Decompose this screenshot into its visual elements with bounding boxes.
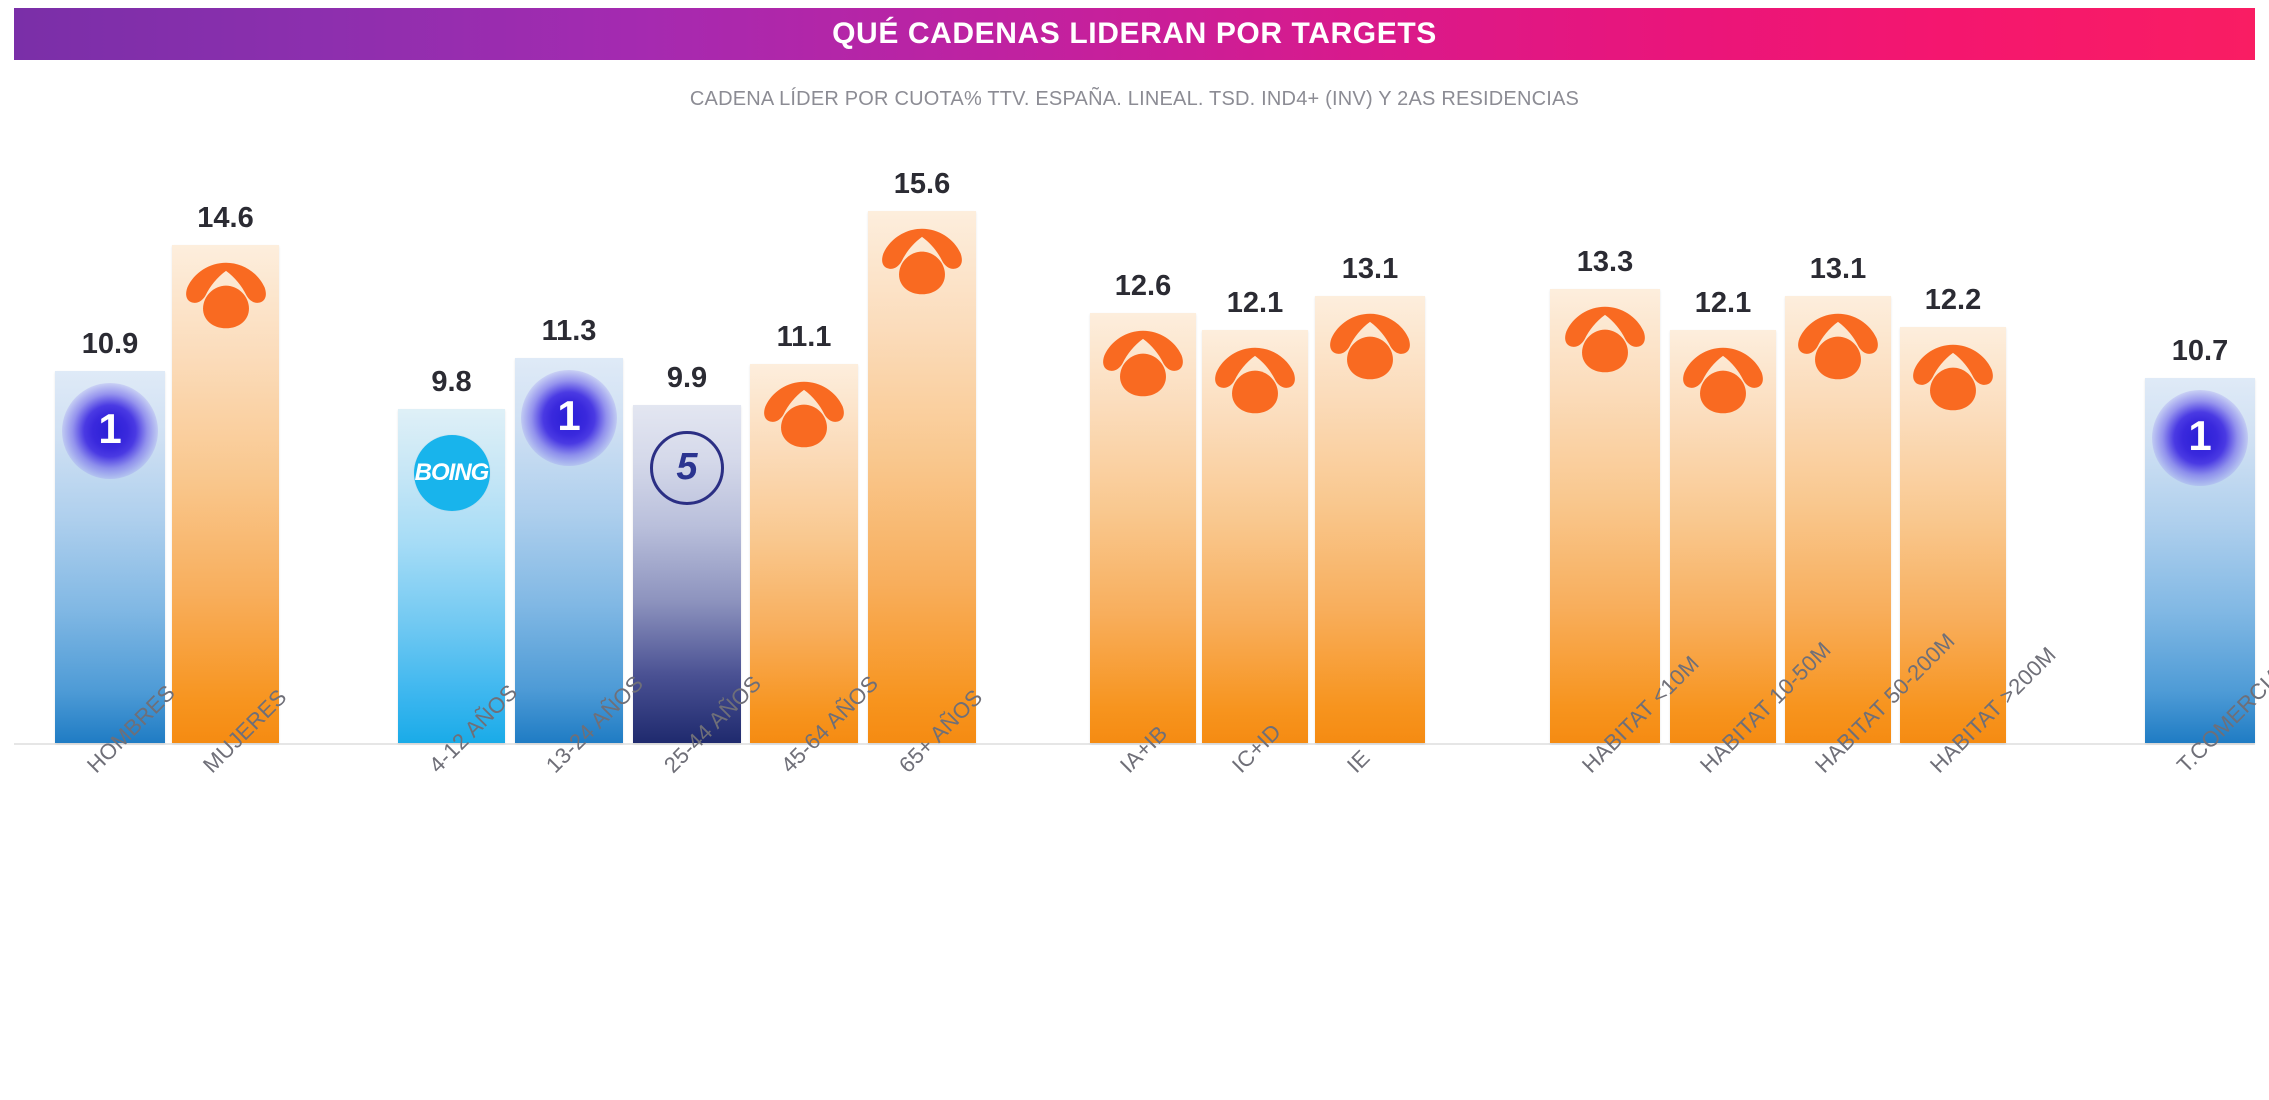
boing-logo: BOING <box>413 435 490 511</box>
bar-value-label: 10.9 <box>81 328 139 360</box>
la1-logo-text: 1 <box>98 405 122 452</box>
bar-value-label: 12.1 <box>1694 287 1752 319</box>
bar-value-label: 12.2 <box>1924 284 1982 316</box>
bar-group[interactable]: 15.6 <box>868 0 976 743</box>
channel-logo-holder <box>1682 346 1764 415</box>
antena3-logo <box>1565 306 1645 373</box>
channel-logo-holder <box>763 380 845 449</box>
bar-value-label: 15.6 <box>893 168 951 200</box>
bar-value-label: 13.1 <box>1809 253 1867 285</box>
bar-value-label: 10.7 <box>2171 335 2229 367</box>
bar-group[interactable]: 9.8 BOING <box>398 0 505 743</box>
bar-value-label: 12.1 <box>1226 287 1284 319</box>
la1-logo-text: 1 <box>557 392 581 439</box>
la1-logo: 1 <box>521 370 617 466</box>
bar-group[interactable]: 10.9 1 <box>55 0 165 743</box>
bar-value-label: 11.3 <box>541 315 597 347</box>
bar-group[interactable]: 12.2 <box>1900 0 2006 743</box>
bar-group[interactable]: 13.1 <box>1315 0 1425 743</box>
antena3-logo <box>764 381 844 448</box>
channel-logo-holder: BOING <box>413 435 490 511</box>
bar-group[interactable]: 11.1 <box>750 0 858 743</box>
la1-logo: 1 <box>2152 390 2248 486</box>
channel-logo-holder: 5 <box>650 431 724 505</box>
bar-value-label: 12.6 <box>1114 270 1172 302</box>
bar-value-label: 13.1 <box>1341 253 1399 285</box>
channel-logo-holder <box>1329 312 1411 381</box>
axis-baseline <box>14 743 2255 745</box>
page-title: QUÉ CADENAS LIDERAN POR TARGETS <box>832 17 1437 50</box>
boing-logo-text: BOING <box>414 459 490 486</box>
title-banner: QUÉ CADENAS LIDERAN POR TARGETS <box>14 8 2255 60</box>
channel-logo-holder: 1 <box>521 370 617 466</box>
bar-group[interactable]: 12.1 <box>1670 0 1776 743</box>
bar-group[interactable]: 10.7 1 <box>2145 0 2255 743</box>
bar-value-label: 11.1 <box>776 321 832 353</box>
channel-logo-holder <box>1797 312 1879 381</box>
bar-group[interactable]: 13.3 <box>1550 0 1660 743</box>
bar-group[interactable]: 12.6 <box>1090 0 1196 743</box>
chart-subtitle: CADENA LÍDER POR CUOTA% TTV. ESPAÑA. LIN… <box>689 88 1580 110</box>
category-label: IE <box>1342 744 1375 778</box>
bar-value-label: 14.6 <box>197 202 254 234</box>
channel-logo-holder <box>1102 329 1184 398</box>
telecinco-logo: 5 <box>650 431 724 505</box>
telecinco-logo-text: 5 <box>676 446 698 488</box>
bar-group[interactable]: 14.6 <box>172 0 279 743</box>
channel-logo-holder <box>1912 343 1994 412</box>
channel-logo-holder <box>1214 346 1296 415</box>
channel-logo-holder <box>881 227 963 296</box>
bar-group[interactable]: 9.9 5 <box>633 0 741 743</box>
bar[interactable] <box>868 211 976 743</box>
antena3-logo <box>1215 347 1295 414</box>
antena3-logo <box>1798 313 1878 380</box>
la1-logo-text: 1 <box>2188 412 2212 459</box>
bar-group[interactable]: 13.1 <box>1785 0 1891 743</box>
antena3-logo <box>1330 313 1410 380</box>
bar-group[interactable]: 11.3 1 <box>515 0 623 743</box>
antena3-logo <box>1103 330 1183 397</box>
channel-logo-holder <box>1564 305 1646 374</box>
antena3-logo <box>185 262 266 329</box>
bar-value-label: 13.3 <box>1576 246 1634 278</box>
antena3-logo <box>1683 347 1763 414</box>
bar-value-label: 9.8 <box>431 366 472 398</box>
channel-logo-holder <box>185 261 267 330</box>
channel-logo-holder: 1 <box>62 383 158 479</box>
bar-value-label: 9.9 <box>666 362 708 394</box>
antena3-logo <box>1913 344 1993 411</box>
antena3-logo <box>882 228 962 295</box>
la1-logo: 1 <box>62 383 158 479</box>
channel-logo-holder: 1 <box>2152 390 2248 486</box>
bar-group[interactable]: 12.1 <box>1202 0 1308 743</box>
